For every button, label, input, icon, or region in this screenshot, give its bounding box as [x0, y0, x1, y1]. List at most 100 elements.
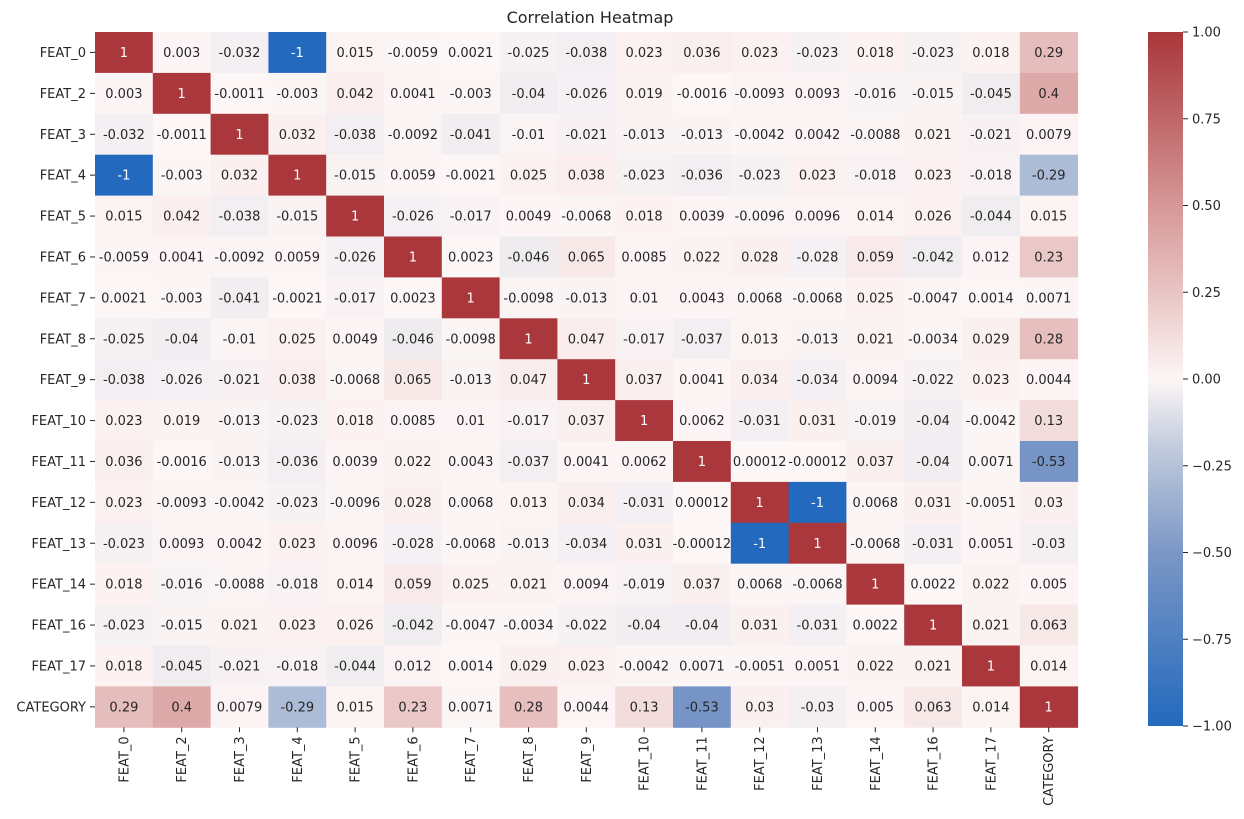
cell-value-label: 0.005 [1030, 578, 1067, 593]
cell-value-label: -0.019 [623, 578, 665, 593]
heatmap-cell [268, 154, 327, 197]
heatmap-cell [673, 113, 732, 156]
cell-value-label: 0.047 [568, 332, 605, 347]
heatmap-cell [962, 195, 1021, 237]
heatmap-cell [441, 195, 501, 237]
colorbar-tick-label: 0.25 [1192, 286, 1221, 301]
heatmap-cell [95, 481, 154, 524]
heatmap-cell [1019, 686, 1079, 728]
cell-value-label: -0.032 [219, 46, 261, 61]
heatmap-cell [846, 359, 905, 401]
cell-value-label: -0.04 [916, 414, 950, 429]
cell-value-label: 0.034 [741, 373, 778, 388]
heatmap-cell [730, 32, 790, 74]
heatmap-cell [152, 604, 212, 646]
cell-value-label: 0.4 [171, 700, 192, 715]
cell-value-label: 0.0093 [159, 537, 205, 552]
heatmap-cell [152, 359, 212, 401]
heatmap-cell [499, 318, 558, 360]
cell-value-label: 0.01 [456, 414, 485, 429]
heatmap-cell [441, 563, 501, 606]
heatmap-cell [615, 686, 674, 728]
cell-value-label: 0.0068 [737, 578, 783, 593]
heatmap-cell [1019, 277, 1079, 319]
heatmap-cell [326, 359, 385, 401]
cell-value-label: 0.038 [279, 373, 316, 388]
heatmap-cell [962, 72, 1021, 115]
heatmap-cell [557, 645, 616, 687]
cell-value-label: -0.016 [161, 578, 203, 593]
heatmap-cell [210, 236, 269, 278]
heatmap-cell [152, 441, 212, 483]
heatmap-cell [210, 195, 269, 237]
heatmap-cell [441, 277, 501, 319]
cell-value-label: -1 [291, 46, 304, 61]
y-tick-label: FEAT_9 [40, 373, 86, 388]
heatmap-cell [95, 400, 154, 442]
heatmap-cell [962, 441, 1021, 483]
heatmap-cell [268, 72, 327, 115]
cell-value-label: 0.0059 [275, 250, 321, 265]
cell-value-label: -0.0093 [735, 87, 785, 102]
cell-value-label: 0.0071 [968, 455, 1014, 470]
heatmap-cell [962, 481, 1021, 524]
heatmap-cell [557, 441, 616, 483]
heatmap-cell [499, 563, 558, 606]
cell-value-label: 1 [929, 619, 937, 634]
cell-value-label: 0.0044 [564, 700, 610, 715]
heatmap-cell [1019, 400, 1079, 442]
heatmap-cell [788, 277, 847, 319]
heatmap-cell [673, 154, 732, 197]
heatmap-cell [95, 154, 154, 197]
heatmap-cell [326, 72, 385, 115]
heatmap-cell [557, 72, 616, 115]
heatmap-cell [152, 400, 212, 442]
heatmap-cell [615, 645, 674, 687]
cell-value-label: 1 [293, 169, 301, 184]
heatmap-cell [152, 195, 212, 237]
cell-value-label: 0.026 [914, 210, 951, 225]
cell-value-label: 0.0071 [448, 700, 494, 715]
cell-value-label: 1 [235, 128, 243, 143]
cell-value-label: -0.034 [797, 373, 839, 388]
cell-value-label: -0.026 [565, 87, 607, 102]
heatmap-cell [904, 400, 963, 442]
heatmap-cell [788, 604, 847, 646]
cell-value-label: 0.021 [510, 578, 547, 593]
y-tick-label: FEAT_13 [31, 537, 86, 552]
heatmap-cell [788, 32, 847, 74]
heatmap-cell [846, 604, 905, 646]
cell-value-label: 1 [640, 414, 648, 429]
heatmap-cell [1019, 481, 1079, 524]
cell-value-label: -0.017 [450, 210, 492, 225]
y-tick-labels: FEAT_0 FEAT_2 FEAT_3 FEAT_4 FEAT_5 FEAT_6 FEAT… [16, 46, 95, 715]
cell-value-label: -0.04 [916, 455, 950, 470]
heatmap-cell [384, 645, 443, 687]
cell-value-label: -0.29 [280, 700, 314, 715]
heatmap-cell [384, 686, 443, 728]
cell-value-label: 0.0021 [101, 291, 147, 306]
cell-value-label: 0.036 [105, 455, 142, 470]
cell-value-label: 0.031 [625, 537, 662, 552]
heatmap-cell [788, 154, 847, 197]
cell-value-label: -0.023 [103, 619, 145, 634]
heatmap-cell [384, 154, 443, 197]
y-tick-label: FEAT_6 [40, 250, 86, 265]
cell-value-label: 0.0096 [795, 210, 841, 225]
cell-value-label: 0.034 [568, 496, 605, 511]
cell-value-label: -0.03 [1032, 537, 1066, 552]
cell-value-label: 0.042 [163, 210, 200, 225]
heatmap-cell [210, 645, 269, 687]
heatmap-cell [557, 563, 616, 606]
cell-value-label: -0.0093 [157, 496, 207, 511]
heatmap-cell [557, 481, 616, 524]
heatmap-cell [210, 522, 269, 565]
heatmap-cell [962, 563, 1021, 606]
cell-value-label: -0.023 [276, 414, 318, 429]
heatmap-cell [904, 318, 963, 360]
cell-value-label: -0.021 [219, 373, 261, 388]
cell-value-label: 0.018 [857, 46, 894, 61]
cell-value-label: -0.0021 [446, 169, 496, 184]
heatmap-cell [962, 236, 1021, 278]
